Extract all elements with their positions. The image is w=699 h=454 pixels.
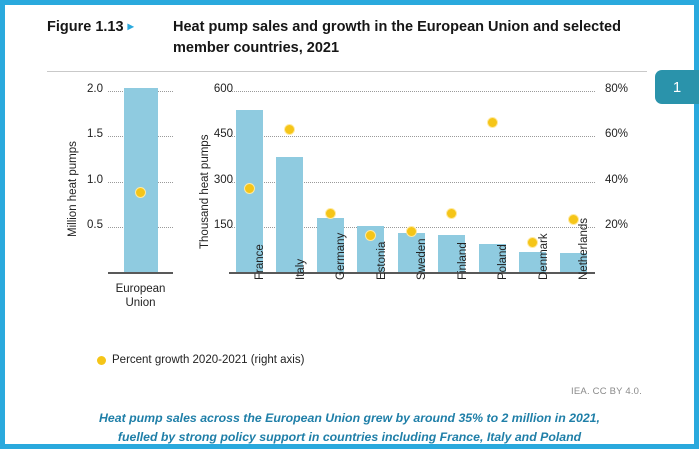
- y-tick-eu-panel-1: 1.0: [87, 173, 103, 186]
- x-label-netherlands: Netherlands: [578, 217, 591, 280]
- y-axis-title-countries-panel: Thousand heat pumps: [199, 134, 211, 249]
- triangle-right-icon: ▸: [127, 19, 134, 33]
- bar-countries-panel-france: [235, 109, 263, 272]
- y-tick-countries-panel-150: 150: [213, 218, 233, 231]
- figure-caption: Heat pump sales across the European Unio…: [5, 409, 694, 447]
- growth-dot-countries-panel-denmark: [527, 237, 539, 249]
- bar-countries-panel-netherlands: [559, 252, 587, 272]
- bar-countries-panel-finland: [438, 234, 466, 272]
- y2-tick-80: 80%: [605, 83, 629, 95]
- caption-line-1: Heat pump sales across the European Unio…: [99, 411, 600, 425]
- chart-legend: Percent growth 2020-2021 (right axis): [97, 354, 304, 366]
- bar-countries-panel-denmark: [519, 252, 547, 272]
- bar-countries-panel-italy: [276, 157, 304, 272]
- growth-dot-countries-panel-germany: [324, 207, 336, 219]
- bar-countries-panel-germany: [316, 218, 344, 272]
- bar-countries-panel-poland: [478, 243, 506, 272]
- y-axis-title-eu-panel: Million heat pumps: [67, 141, 79, 237]
- growth-dot-countries-panel-italy: [284, 123, 296, 135]
- x-label-france: France: [254, 244, 267, 280]
- x-label-poland: Poland: [497, 244, 510, 280]
- figure-inner: Figure 1.13 ▸ Heat pump sales and growth …: [5, 5, 699, 447]
- y-tick-eu-panel-2: 2.0: [87, 83, 103, 95]
- gridline-eu-panel-1: [108, 181, 173, 183]
- growth-dot-eu-panel-european-union: [135, 187, 146, 199]
- growth-dot-countries-panel-finland: [446, 207, 458, 219]
- x-axis-countries-panel: [229, 272, 595, 274]
- figure-number: Figure 1.13: [47, 19, 124, 35]
- growth-dot-countries-panel-estonia: [365, 230, 377, 242]
- page-tab[interactable]: 1: [655, 70, 699, 104]
- x-label-line: Union: [125, 297, 156, 309]
- x-label-finland: Finland: [456, 242, 469, 280]
- y-tick-countries-panel-450: 450: [213, 128, 233, 141]
- title-divider: [47, 71, 647, 72]
- gridline-eu-panel-0.5: [108, 226, 173, 228]
- figure-heading: Figure 1.13 ▸ Heat pump sales and growth …: [47, 17, 657, 59]
- y2-tick-20: 20%: [605, 218, 629, 231]
- x-label-italy: Italy: [294, 258, 307, 280]
- x-label-germany: Germany: [335, 232, 348, 280]
- y-tick-eu-panel-0.5: 0.5: [87, 218, 103, 231]
- y-tick-countries-panel-300: 300: [213, 173, 233, 186]
- caption-line-2: fuelled by strong policy support in coun…: [117, 430, 582, 444]
- growth-dot-countries-panel-poland: [486, 117, 498, 129]
- x-axis-eu-panel: [108, 272, 173, 274]
- credits-text: IEA. CC BY 4.0.: [571, 386, 642, 397]
- bar-eu-panel-european-union: [123, 88, 158, 272]
- gridline-countries-panel-600: [229, 91, 595, 92]
- growth-dot-countries-panel-netherlands: [567, 214, 579, 226]
- x-label-line: European: [115, 283, 166, 295]
- gridline-countries-panel-150: [229, 226, 595, 228]
- growth-dot-countries-panel-sweden: [405, 225, 417, 237]
- legend-label: Percent growth 2020-2021 (right axis): [112, 354, 305, 366]
- x-label-sweden: Sweden: [416, 238, 429, 280]
- gridline-eu-panel-1.5: [108, 136, 173, 138]
- gridline-countries-panel-450: [229, 136, 595, 138]
- gridline-countries-panel-300: [229, 181, 595, 183]
- growth-dot-countries-panel-france: [243, 182, 255, 194]
- x-label-european-union: European Union: [96, 282, 186, 310]
- figure-title: Heat pump sales and growth in the Europe…: [173, 19, 621, 56]
- x-label-denmark: Denmark: [537, 233, 550, 280]
- y2-tick-40: 40%: [605, 173, 629, 186]
- y-tick-countries-panel-600: 600: [213, 83, 233, 95]
- bar-countries-panel-estonia: [357, 226, 385, 272]
- page-tab-label: 1: [672, 78, 682, 96]
- gridline-eu-panel-2: [108, 91, 173, 92]
- legend-dot-icon: [97, 355, 106, 365]
- y2-tick-60: 60%: [605, 128, 629, 141]
- bar-countries-panel-sweden: [397, 233, 425, 272]
- figure-number-block: Figure 1.13 ▸: [47, 17, 173, 38]
- y-tick-eu-panel-1.5: 1.5: [87, 128, 103, 141]
- x-label-estonia: Estonia: [375, 241, 388, 280]
